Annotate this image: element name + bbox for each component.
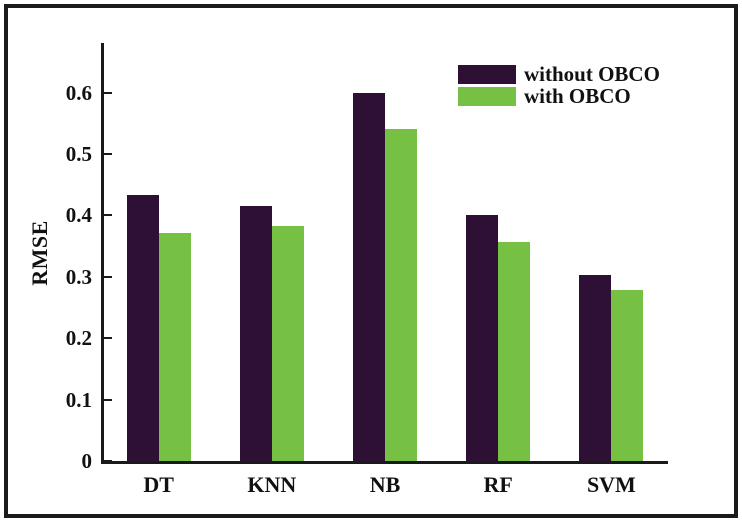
legend-swatch [458,87,516,106]
y-tick-label: 0.5 [65,142,92,166]
y-tick-mark [103,275,112,278]
y-tick-label: 0.4 [65,203,92,228]
legend-label: without OBCO [524,62,660,86]
x-axis-line [101,461,668,464]
legend-swatch [458,65,516,84]
bar-dt-with-obco [158,233,191,461]
bar-knn-without-obco [239,206,272,461]
bar-rf-without-obco [466,214,499,461]
y-tick-mark [103,214,112,217]
y-axis-title: RMSE [27,220,52,286]
legend-item: with OBCO [458,84,660,108]
y-tick-label: 0.6 [65,80,92,105]
x-category-label-nb: NB [369,472,401,497]
bar-nb-with-obco [385,129,417,461]
x-category-label-knn: KNN [247,472,297,497]
x-category-label-svm: SVM [586,472,636,497]
bar-svm-with-obco [611,290,644,461]
bar-svm-without-obco [579,274,612,461]
y-tick-mark [103,91,112,94]
y-tick-label: 0.2 [65,326,92,351]
y-tick-mark [103,398,112,401]
x-category-label-rf: RF [483,472,513,497]
bar-nb-without-obco [353,92,385,461]
legend-label: with OBCO [524,84,631,108]
y-tick-label: 0 [81,449,93,473]
x-category-label-dt: DT [143,472,174,497]
bar-dt-without-obco [126,195,159,461]
legend-item: without OBCO [458,62,660,86]
y-tick-mark [103,460,112,462]
y-axis-line [101,43,104,464]
legend: without OBCO with OBCO [458,62,660,109]
y-tick-label: 0.3 [65,264,92,289]
y-tick-label: 0.1 [65,387,92,412]
bar-rf-with-obco [498,242,531,461]
y-tick-mark [103,337,112,340]
y-tick-mark [103,153,112,155]
bar-knn-with-obco [271,226,304,461]
